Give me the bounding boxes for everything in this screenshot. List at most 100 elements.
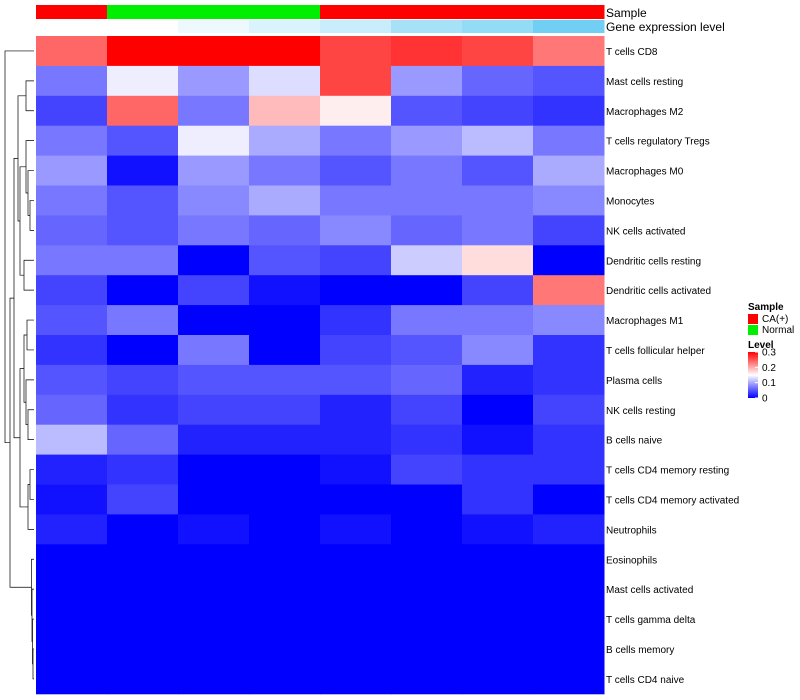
heatmap-cell <box>320 544 392 575</box>
heatmap-cell <box>391 663 463 695</box>
heatmap-cell <box>36 245 108 276</box>
heatmap-cell <box>178 604 250 635</box>
heatmap-cell <box>36 305 108 336</box>
heatmap-cell <box>391 544 463 575</box>
sample-annotation-cell <box>178 5 250 19</box>
heatmap-cell <box>249 125 321 157</box>
heatmap-cell <box>320 215 392 246</box>
heatmap-cell <box>178 544 250 575</box>
dendrogram-branch <box>9 297 32 588</box>
row-label: Mast cells resting <box>606 77 683 88</box>
heatmap-cell <box>533 155 605 186</box>
heatmap-cell <box>462 544 534 575</box>
expression-annotation-cell <box>391 20 463 33</box>
heatmap-cell <box>178 663 250 695</box>
heatmap-cell <box>107 574 179 605</box>
heatmap-cell <box>249 544 321 575</box>
heatmap-cell <box>391 305 463 336</box>
heatmap-cell <box>178 275 250 306</box>
expression-annotation-cell <box>249 20 321 33</box>
heatmap-cell <box>533 95 605 127</box>
dendrogram-branch <box>19 166 26 276</box>
row-label: B cells memory <box>606 645 674 656</box>
heatmap-cell <box>107 484 179 515</box>
heatmap-cell <box>178 95 250 127</box>
heatmap-cell <box>462 125 534 157</box>
legend-level-tick-label: 0.1 <box>762 378 776 389</box>
legend-entry-normal: Normal <box>762 325 794 336</box>
heatmap-cell <box>249 305 321 336</box>
heatmap-cell <box>391 424 463 456</box>
heatmap-cell <box>107 185 179 216</box>
heatmap-cell <box>533 544 605 575</box>
sample-annotation-cell <box>320 5 392 19</box>
heatmap-cell <box>178 335 250 366</box>
heatmap-cell <box>36 394 108 426</box>
heatmap-cell <box>320 36 392 67</box>
heatmap-cell <box>320 95 392 127</box>
heatmap-cell <box>178 424 250 456</box>
heatmap-cell <box>462 514 534 545</box>
heatmap-cell <box>36 514 108 545</box>
heatmap-cell <box>249 185 321 216</box>
heatmap-cell <box>36 484 108 515</box>
heatmap-cell <box>107 634 179 665</box>
dendrogram-branch <box>25 80 34 112</box>
expression-annotation-bar <box>36 20 605 33</box>
heatmap-cell <box>249 275 321 306</box>
heatmap-cell <box>249 155 321 186</box>
dendrogram-branch <box>23 334 27 403</box>
sample-annotation-cell <box>249 5 321 19</box>
heatmap-cell <box>249 484 321 515</box>
heatmap-cell <box>533 514 605 545</box>
heatmap-cell <box>533 36 605 67</box>
heatmap-cell <box>107 245 179 276</box>
heatmap-cell <box>391 125 463 157</box>
heatmap-cell <box>320 424 392 456</box>
heatmap-cell <box>107 275 179 306</box>
row-label: T cells regulatory Tregs <box>606 137 710 148</box>
heatmap-cell <box>391 514 463 545</box>
row-label: NK cells resting <box>606 406 675 417</box>
heatmap-cell <box>36 155 108 186</box>
heatmap-cell <box>462 574 534 605</box>
heatmap-cell <box>320 125 392 157</box>
heatmap-cell <box>391 245 463 276</box>
legend-swatch-ca <box>748 314 758 324</box>
heatmap-cell <box>533 245 605 276</box>
expression-annotation-label: Gene expression level <box>606 20 725 34</box>
heatmap-cell <box>462 95 534 127</box>
heatmap-cell <box>462 245 534 276</box>
heatmap-cell <box>107 305 179 336</box>
heatmap-cell <box>36 364 108 396</box>
sample-annotation-cell <box>36 5 108 19</box>
heatmap-cell <box>462 155 534 186</box>
heatmap-cell <box>320 574 392 605</box>
heatmap-cell <box>533 335 605 366</box>
heatmap-cell <box>320 185 392 216</box>
heatmap-cell <box>533 305 605 336</box>
heatmap-cell <box>178 36 250 67</box>
heatmap-cell <box>391 36 463 67</box>
heatmap-cell <box>36 634 108 665</box>
legend-level-tick-label: 0 <box>762 394 768 405</box>
heatmap-cell <box>320 335 392 366</box>
sample-annotation-label: Sample <box>606 6 647 20</box>
expression-annotation-cell <box>178 20 250 33</box>
heatmap-cell <box>462 394 534 426</box>
sample-annotation-cell <box>462 5 534 19</box>
dendrogram-branch <box>27 170 34 216</box>
dendrogram-branch <box>25 140 34 194</box>
heatmap-cell <box>107 544 179 575</box>
row-label: T cells CD4 memory activated <box>606 495 739 506</box>
legend-level-colorbar <box>748 352 758 398</box>
heatmap-cell <box>462 36 534 67</box>
heatmap-cell <box>107 36 179 67</box>
row-label: Macrophages M2 <box>606 107 684 118</box>
row-label: Macrophages M1 <box>606 316 684 327</box>
heatmap-cell <box>36 65 108 97</box>
heatmap-cell <box>249 454 321 485</box>
heatmap-cell <box>178 185 250 216</box>
heatmap-cell <box>36 185 108 216</box>
heatmap-cell <box>533 424 605 456</box>
